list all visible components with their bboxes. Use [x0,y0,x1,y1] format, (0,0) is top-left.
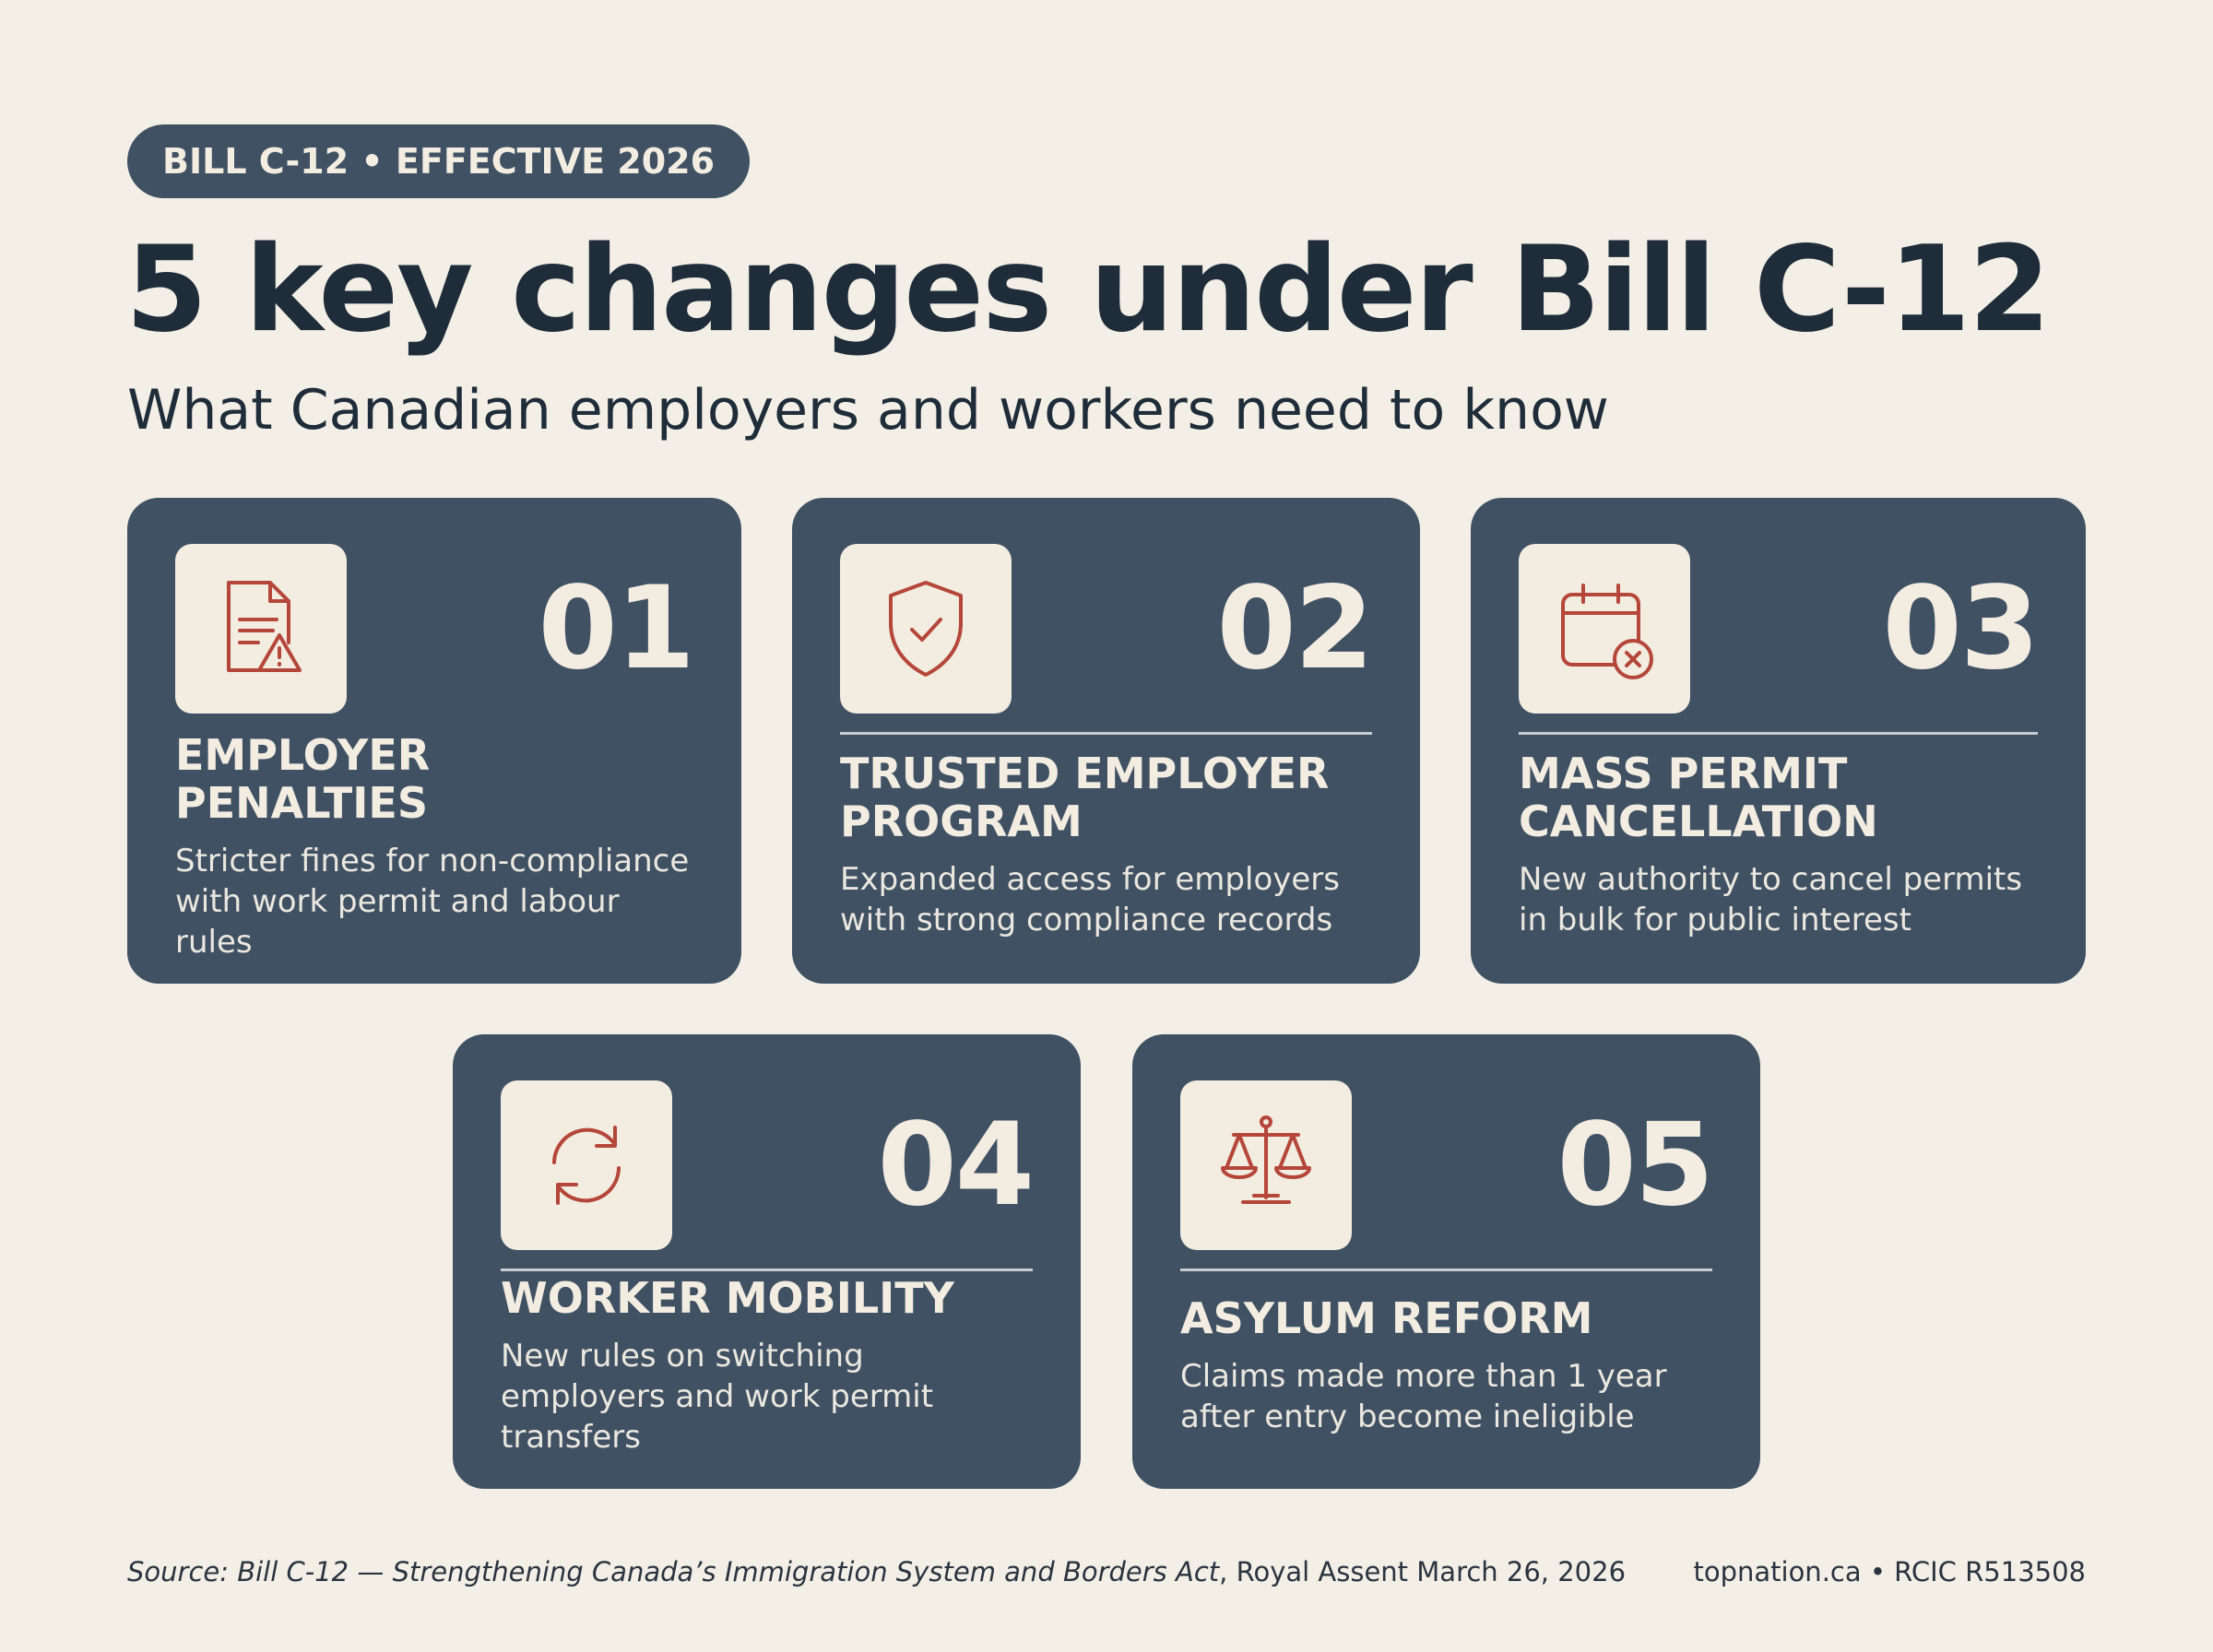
card-top: 05 [1180,1080,1714,1250]
card-top: 04 [501,1080,1035,1250]
card-heading: WORKER MOBILITY [501,1272,954,1323]
badge: BILL C-12 • EFFECTIVE 2026 [127,124,751,198]
card: 05 ASYLUM REFORM Claims made more than 1 y… [1132,1034,1760,1489]
card-text: ASYLUM REFORM Claims made more than 1 yea… [1180,1271,1712,1461]
subtitle: What Canadian employers and workers need… [127,378,1609,442]
card-heading: MASS PERMIT CANCELLATION [1519,748,1878,846]
card-text: WORKER MOBILITY New rules on switching em… [501,1271,1033,1461]
card-text: TRUSTED EMPLOYER PROGRAM Expanded access … [840,735,1372,956]
card: 01 EMPLOYER PENALTIES Stricter fines for n… [127,498,741,984]
card-description: Stricter fines for non-compliance with w… [175,842,690,962]
card-description: New authority to cancel permits in bulk … [1519,860,2023,938]
card-number: 04 [877,1099,1035,1232]
card-icon [1519,544,1690,714]
card-description: Claims made more than 1 year after entry… [1180,1357,1667,1435]
card-top: 02 [840,544,1374,714]
title: 5 key changes under Bill C-12 [125,221,2051,359]
credit: topnation.ca • RCIC R513508 [1693,1556,2086,1587]
source: Source: Bill C-12 — Strengthening Canada… [127,1556,1626,1587]
divider [1180,1268,1712,1271]
card-top: 01 [175,544,695,714]
card-heading: ASYLUM REFORM [1180,1292,1593,1343]
card-text: MASS PERMIT CANCELLATION New authority to… [1519,735,2038,956]
source-detail: , Royal Assent March 26, 2026 [1219,1556,1627,1587]
card-top: 03 [1519,544,2040,714]
divider [840,732,1372,735]
card-number: 01 [538,562,695,695]
card-icon [840,544,1012,714]
card-text: EMPLOYER PENALTIES Stricter fines for non… [175,730,693,963]
source-title: Source: Bill C-12 — Strengthening Canada… [127,1556,1220,1587]
card: 03 MASS PERMIT CANCELLATION New authority … [1471,498,2086,984]
card-heading: TRUSTED EMPLOYER PROGRAM [840,748,1330,846]
card-number: 05 [1556,1099,1714,1232]
card: 04 WORKER MOBILITY New rules on switching … [453,1034,1081,1489]
card-heading: EMPLOYER PENALTIES [175,730,431,828]
card-icon [501,1080,672,1250]
card-icon [1180,1080,1352,1250]
card-description: New rules on switching employers and wor… [501,1337,934,1457]
card-number: 03 [1882,562,2040,695]
card-icon [175,544,347,714]
divider [501,1268,1033,1271]
card-description: Expanded access for employers with stron… [840,860,1340,938]
divider [1519,732,2038,735]
card: 02 TRUSTED EMPLOYER PROGRAM Expanded acces… [792,498,1420,984]
card-number: 02 [1216,562,1374,695]
